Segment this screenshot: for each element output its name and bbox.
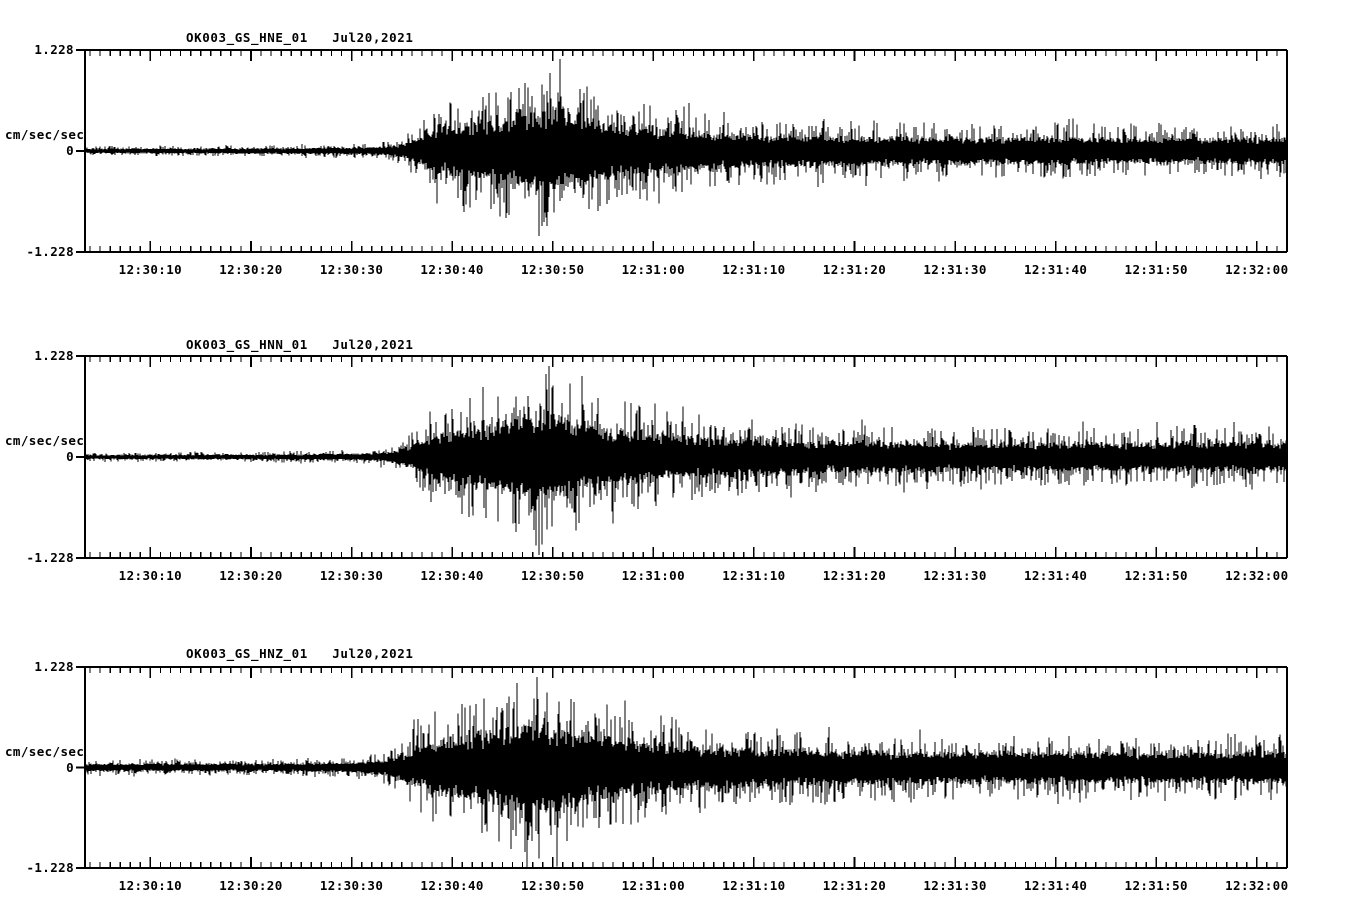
y-axis-tick-label: 0: [66, 449, 74, 464]
x-axis-tick-label: 12:32:00: [1225, 878, 1289, 893]
y-axis-tick-label: 1.228: [34, 42, 74, 57]
x-axis-tick-label: 12:31:30: [923, 568, 987, 583]
y-axis-tick-label: 0: [66, 759, 74, 775]
x-axis-tick-label: 12:31:30: [923, 262, 987, 277]
x-axis-tick-label: 12:30:40: [420, 262, 484, 277]
y-axis-tick-label: -1.228: [26, 244, 74, 259]
x-axis-tick-label: 12:31:00: [621, 568, 685, 583]
waveform-trace: [84, 366, 1288, 556]
x-axis-tick-label: 12:31:40: [1023, 262, 1088, 277]
y-axis-units-label: cm/sec/sec: [5, 743, 85, 759]
x-axis-tick-label: 12:31:20: [822, 568, 887, 583]
x-axis-tick-label: 12:30:10: [118, 262, 183, 277]
x-axis-tick-label: 12:31:20: [822, 262, 887, 277]
y-axis-tick-label: -1.228: [26, 860, 74, 875]
x-axis-tick-label: 12:30:20: [219, 568, 283, 583]
axis-frame: [84, 666, 1288, 869]
x-axis-tick-label: 12:31:20: [822, 878, 887, 893]
panel-title: OK003_GS_HNE_01 Jul20,2021: [186, 30, 414, 45]
x-axis-tick-label: 12:30:50: [521, 568, 585, 583]
x-axis-tick-label: 12:31:50: [1124, 262, 1188, 277]
x-axis-tick-label: 12:30:10: [118, 568, 183, 583]
x-axis-tick-label: 12:31:40: [1023, 878, 1088, 893]
x-axis-tick-label: 12:30:40: [420, 568, 484, 583]
y-axis-units-label: cm/sec/sec: [5, 433, 85, 448]
axis-ticks: [76, 49, 1288, 253]
axis-ticks: [76, 666, 1288, 869]
x-axis-tick-label: 12:30:30: [319, 262, 384, 277]
x-axis-tick-label: 12:31:00: [621, 262, 685, 277]
panel-title: OK003_GS_HNN_01 Jul20,2021: [186, 337, 414, 352]
waveform-trace: [84, 58, 1288, 236]
x-axis-tick-label: 12:31:50: [1124, 568, 1188, 583]
x-axis-tick-label: 12:31:40: [1023, 568, 1088, 583]
x-axis-tick-label: 12:30:30: [319, 878, 384, 893]
x-axis-tick-label: 12:31:30: [923, 878, 987, 893]
x-axis-tick-label: 12:30:10: [118, 878, 183, 893]
axis-ticks: [76, 355, 1288, 559]
x-axis-tick-label: 12:30:50: [521, 878, 585, 893]
x-axis-tick-label: 12:30:20: [219, 878, 283, 893]
axis-frame: [84, 355, 1288, 559]
x-axis-tick-label: 12:30:50: [521, 262, 585, 277]
panel-title: OK003_GS_HNZ_01 Jul20,2021: [186, 646, 414, 661]
y-axis-tick-label: -1.228: [26, 550, 74, 565]
x-axis-tick-label: 12:30:30: [319, 568, 384, 583]
y-axis-tick-label: 1.228: [34, 659, 74, 674]
x-axis-tick-label: 12:30:20: [219, 262, 283, 277]
x-axis-tick-label: 12:31:50: [1124, 878, 1188, 893]
y-axis-tick-label: 1.228: [34, 348, 74, 363]
waveform-trace: [84, 676, 1288, 867]
x-axis-tick-label: 12:31:10: [722, 262, 786, 277]
y-axis-tick-label: 0: [66, 143, 74, 158]
x-axis-tick-label: 12:31:10: [722, 568, 786, 583]
axis-frame: [84, 49, 1288, 253]
x-axis-tick-label: 12:31:10: [722, 878, 786, 893]
x-axis-tick-label: 12:30:40: [420, 878, 484, 893]
x-axis-tick-label: 12:32:00: [1225, 568, 1289, 583]
x-axis-tick-label: 12:31:00: [621, 878, 685, 893]
y-axis-units-label: cm/sec/sec: [5, 127, 85, 142]
x-axis-tick-label: 12:32:00: [1225, 262, 1289, 277]
